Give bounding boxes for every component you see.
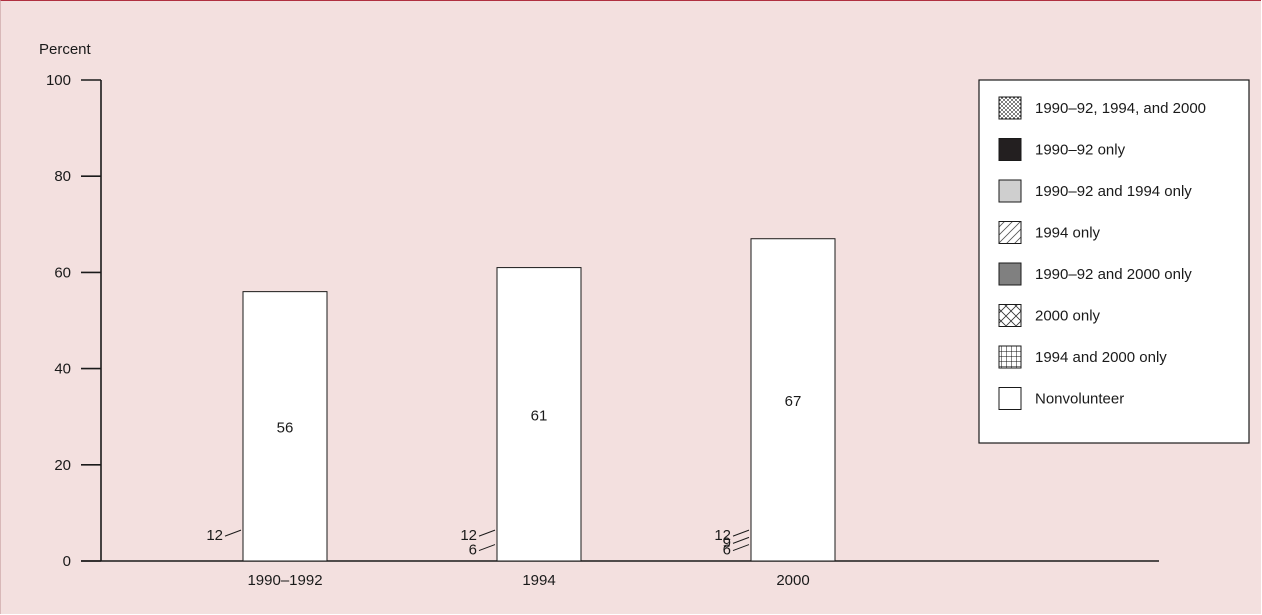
legend-item: 2000 only [998, 304, 1101, 327]
bar-stack: 12126961 [460, 267, 582, 562]
legend-label: 1990–92 only [1035, 142, 1126, 159]
legend-swatch [998, 96, 1022, 120]
legend-item: 1990–92 only [998, 138, 1126, 161]
legend-label: 1990–92, 1994, and 2000 [1035, 100, 1206, 117]
data-label-leader [732, 536, 750, 544]
y-tick-label: 100 [46, 72, 71, 89]
data-label: 12 [714, 527, 731, 544]
y-tick-label: 80 [54, 168, 71, 185]
data-label-leader [732, 529, 750, 537]
legend-swatch [998, 304, 1022, 327]
data-label: 67 [785, 393, 802, 410]
data-label-leader [732, 544, 750, 552]
data-label: 9 [723, 534, 731, 551]
legend-item: 1990–92 and 2000 only [998, 262, 1192, 286]
legend-label: 1994 and 2000 only [1035, 349, 1167, 366]
legend-item: 1990–92, 1994, and 2000 [998, 96, 1206, 120]
legend-swatch [998, 179, 1022, 203]
bar-stack: 1266967 [714, 238, 836, 562]
legend-swatch [998, 221, 1022, 244]
data-label-leader [478, 544, 496, 552]
data-label-leader [478, 529, 496, 537]
bars: 121261456121269611266967 [206, 238, 836, 562]
legend-item: Nonvolunteer [998, 387, 1124, 410]
bar-segment [496, 267, 582, 562]
legend: 1990–92, 1994, and 2000 1990–92 only 1990–… [978, 79, 1250, 444]
legend-swatch [998, 262, 1022, 286]
data-label: 56 [277, 419, 294, 436]
x-tick-label: 1994 [522, 572, 555, 589]
legend-swatch [998, 387, 1022, 410]
x-tick-label: 2000 [776, 572, 809, 589]
x-axis: 1990–1992 1994 2000 [81, 560, 1159, 589]
legend-label: 1990–92 and 1994 only [1035, 183, 1192, 200]
y-tick-label: 0 [63, 553, 71, 570]
bar-stack: 121261456 [206, 291, 328, 562]
bar-segment [242, 291, 328, 562]
y-tick-label: 40 [54, 361, 71, 378]
legend-item: 1994 and 2000 only [998, 345, 1167, 369]
legend-swatch [998, 345, 1022, 369]
data-label: 6 [723, 542, 731, 559]
bar-segment [750, 238, 836, 562]
y-tick-label: 20 [54, 457, 71, 474]
legend-label: Nonvolunteer [1035, 391, 1124, 408]
legend-swatch [998, 138, 1022, 161]
legend-item: 1990–92 and 1994 only [998, 179, 1192, 203]
legend-label: 2000 only [1035, 308, 1101, 325]
legend-label: 1994 only [1035, 225, 1101, 242]
data-label: 12 [460, 527, 477, 544]
y-axis: 0 20 40 60 80 100 [46, 72, 102, 570]
legend-box [978, 79, 1250, 444]
data-label: 6 [469, 542, 477, 559]
y-tick-label: 60 [54, 264, 71, 281]
y-axis-label: Percent [39, 41, 92, 58]
x-tick-label: 1990–1992 [247, 572, 322, 589]
legend-item: 1994 only [998, 221, 1101, 244]
legend-label: 1990–92 and 2000 only [1035, 266, 1192, 283]
data-label: 12 [206, 527, 223, 544]
data-label-leader [224, 529, 242, 537]
data-label: 61 [531, 407, 548, 424]
